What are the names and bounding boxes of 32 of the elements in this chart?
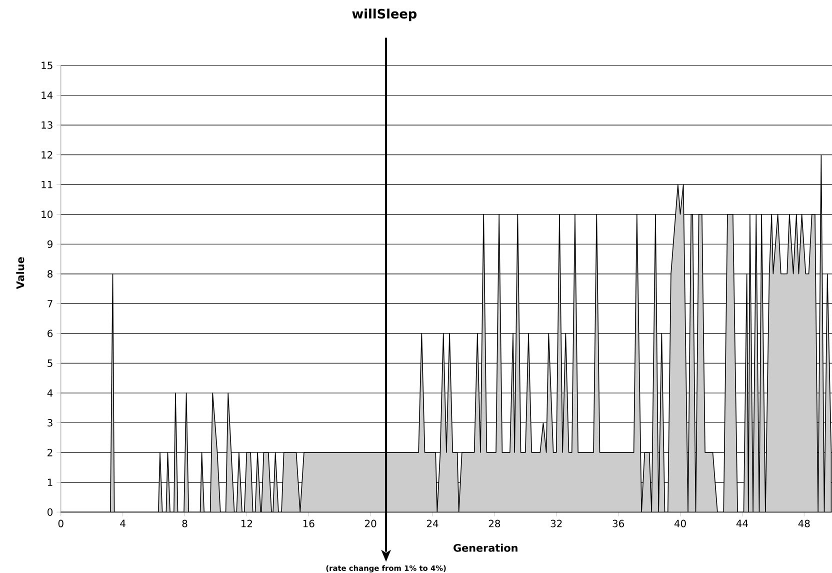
chart-title: willSleep <box>352 8 417 22</box>
x-tick-label: 40 <box>674 520 686 528</box>
y-tick-label: 12 <box>42 151 52 159</box>
y-tick-label: 8 <box>48 270 52 278</box>
x-tick-label: 24 <box>426 520 438 528</box>
y-axis-title: Value <box>16 257 24 290</box>
x-tick-label: 48 <box>798 520 810 528</box>
x-tick-label: 44 <box>736 520 748 528</box>
x-tick-label: 32 <box>550 520 562 528</box>
y-tick-label: 11 <box>42 181 52 188</box>
x-tick-label: 12 <box>241 520 252 528</box>
y-tick-label: 9 <box>48 240 52 248</box>
y-tick-label: 5 <box>48 360 52 368</box>
y-tick-label: 13 <box>42 121 52 129</box>
x-tick-label: 8 <box>182 520 188 528</box>
y-tick-label: 15 <box>42 62 52 70</box>
y-tick-label: 4 <box>47 390 53 397</box>
x-axis-title: Generation <box>454 544 518 552</box>
x-tick-label: 4 <box>120 520 126 528</box>
x-tick-label: 0 <box>58 520 64 528</box>
x-tick-label: 28 <box>488 520 500 528</box>
y-tick-label: 3 <box>48 419 52 427</box>
y-tick-label: 6 <box>48 330 53 338</box>
x-tick-label: 36 <box>612 520 624 528</box>
x-tick-label: 20 <box>365 520 376 528</box>
y-tick-label: 1 <box>48 478 52 486</box>
x-tick-label: 16 <box>303 520 314 528</box>
y-tick-label: 7 <box>48 300 52 308</box>
y-tick-label: 2 <box>48 449 52 456</box>
y-tick-label: 14 <box>42 92 53 100</box>
y-tick-label: 0 <box>48 508 53 516</box>
y-tick-label: 10 <box>42 210 53 218</box>
